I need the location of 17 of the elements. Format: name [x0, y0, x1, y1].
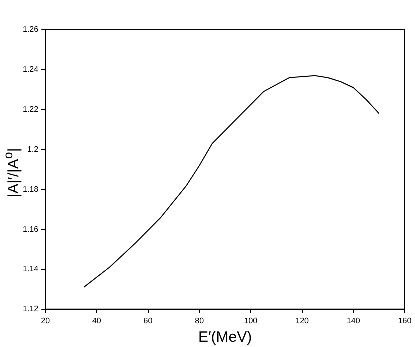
x-tick-label: 20: [41, 316, 51, 326]
y-tick-label: 1.2: [27, 144, 40, 154]
x-tick-label: 120: [296, 316, 310, 326]
x-tick-label: 100: [244, 316, 258, 326]
y-tick-label: 1.18: [22, 184, 40, 194]
x-tick-label: 40: [92, 316, 102, 326]
x-tick-label: 140: [346, 316, 361, 326]
y-tick-label: 1.26: [22, 25, 40, 34]
y-tick-label: 1.12: [22, 304, 40, 314]
y-tick-label: 1.24: [22, 65, 40, 74]
x-tick-label: 60: [144, 316, 154, 326]
x-tick-label: 160: [398, 316, 412, 326]
y-tick-label: 1.14: [22, 264, 40, 274]
x-tick-label: 80: [195, 316, 205, 326]
x-axis-title: E′(MeV): [198, 329, 252, 346]
y-tick-label: 1.22: [22, 105, 40, 114]
y-tick-label: 1.16: [22, 224, 40, 234]
